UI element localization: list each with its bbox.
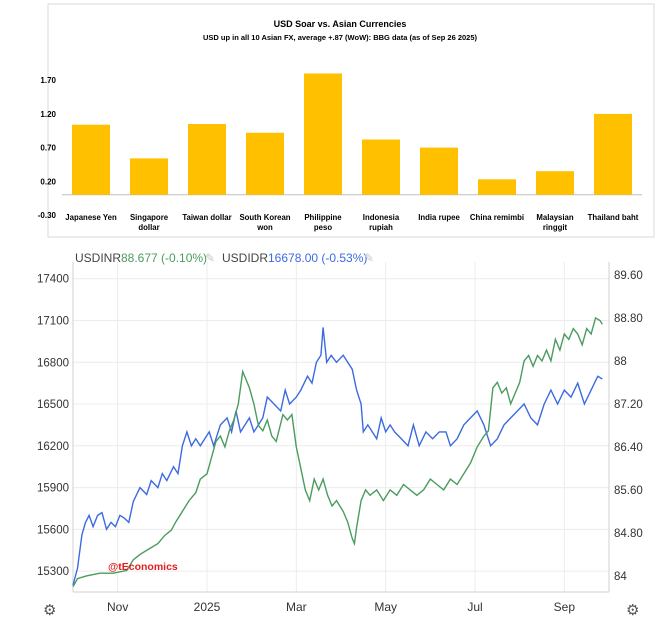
right-axis-tick-label: 88 xyxy=(614,356,627,368)
bar-category-label: China remimbi xyxy=(470,213,524,222)
bar xyxy=(420,147,458,195)
x-axis-tick-label: Mar xyxy=(286,600,307,614)
bar xyxy=(188,124,226,195)
bar xyxy=(478,179,516,195)
left-axis-tick-label: 15300 xyxy=(37,566,69,578)
legend-usdidr-name[interactable]: USDIDR xyxy=(222,251,268,265)
pencil-icon[interactable]: ✎ xyxy=(205,251,215,265)
left-axis-tick-label: 17400 xyxy=(37,274,69,286)
right-axis-tick-label: 84 xyxy=(614,571,627,583)
bar-category-label: Indonesia rupiah xyxy=(363,213,400,232)
left-axis-tick-label: 15900 xyxy=(37,483,69,495)
right-axis-tick-label: 89.60 xyxy=(614,270,643,282)
legend-usdinr-value: 88.677 (-0.10%) xyxy=(121,251,207,265)
right-axis-tick-label: 87.20 xyxy=(614,399,643,411)
bar-category-label: Thailand baht xyxy=(588,213,639,222)
watermark: @tEconomics xyxy=(108,561,178,573)
bar-category-label: Malaysian ringgit xyxy=(536,213,574,232)
bar-ytick-label: 1.70 xyxy=(40,76,56,85)
bar-category-label: India rupee xyxy=(418,213,460,222)
left-axis-tick-label: 17100 xyxy=(37,315,69,327)
left-axis-tick-label: 16200 xyxy=(37,441,69,453)
x-axis-tick-label: Nov xyxy=(107,600,128,614)
bar xyxy=(130,158,168,195)
legend-usdinr-name[interactable]: USDINR xyxy=(75,251,121,265)
left-axis-tick-label: 15600 xyxy=(37,524,69,536)
x-axis-tick-label: Jul xyxy=(467,600,482,614)
x-axis-tick-label: May xyxy=(374,600,397,614)
right-settings-gear-icon[interactable]: ⚙ xyxy=(626,602,640,619)
right-axis-tick-label: 88.80 xyxy=(614,313,643,325)
usdinr-series-line xyxy=(72,316,603,587)
bar-category-label: Philippine peso xyxy=(304,213,342,232)
right-axis-tick-label: 86.40 xyxy=(614,442,643,454)
right-axis-tick-label: 84.80 xyxy=(614,528,643,540)
bar-chart-title: USD Soar vs. Asian Currencies xyxy=(274,19,407,29)
bar xyxy=(362,139,400,195)
bar-ytick-label: 0.20 xyxy=(40,177,56,186)
bar-ytick-label: 1.20 xyxy=(40,110,56,119)
bar-category-label: Taiwan dollar xyxy=(182,213,231,222)
bar-ytick-label: 0.70 xyxy=(40,144,56,153)
x-axis-tick-label: Sep xyxy=(554,600,576,614)
bar xyxy=(536,171,574,195)
bar-chart-subtitle: USD up in all 10 Asian FX, average +.87 … xyxy=(203,33,478,42)
left-axis-tick-label: 16800 xyxy=(37,357,69,369)
left-settings-gear-icon[interactable]: ⚙ xyxy=(43,602,57,619)
bar xyxy=(304,73,342,195)
right-axis-tick-label: 85.60 xyxy=(614,485,643,497)
bar-ytick-label: -0.30 xyxy=(38,211,57,220)
legend-usdidr-value: 16678.00 (-0.53%) xyxy=(268,251,367,265)
bar-chart-frame xyxy=(47,3,655,238)
bar-chart: USD Soar vs. Asian Currencies USD up in … xyxy=(38,3,655,238)
bar xyxy=(72,124,110,195)
usdidr-series-line xyxy=(72,327,603,586)
pencil-icon[interactable]: ✎ xyxy=(364,251,374,265)
x-axis-tick-label: 2025 xyxy=(194,600,221,614)
legend: USDINR 88.677 (-0.10%) ✎ USDIDR 16678.00… xyxy=(75,251,374,265)
line-chart: 17400 17100 16800 16500 16200 15900 15600 15300… xyxy=(37,251,643,614)
bar xyxy=(594,113,632,195)
bar-category-label: South Korean won xyxy=(239,213,290,232)
bar xyxy=(246,132,284,195)
left-axis-tick-label: 16500 xyxy=(37,399,69,411)
bar-category-label: Singapore dollar xyxy=(130,213,169,232)
bar-category-label: Japanese Yen xyxy=(65,213,117,222)
